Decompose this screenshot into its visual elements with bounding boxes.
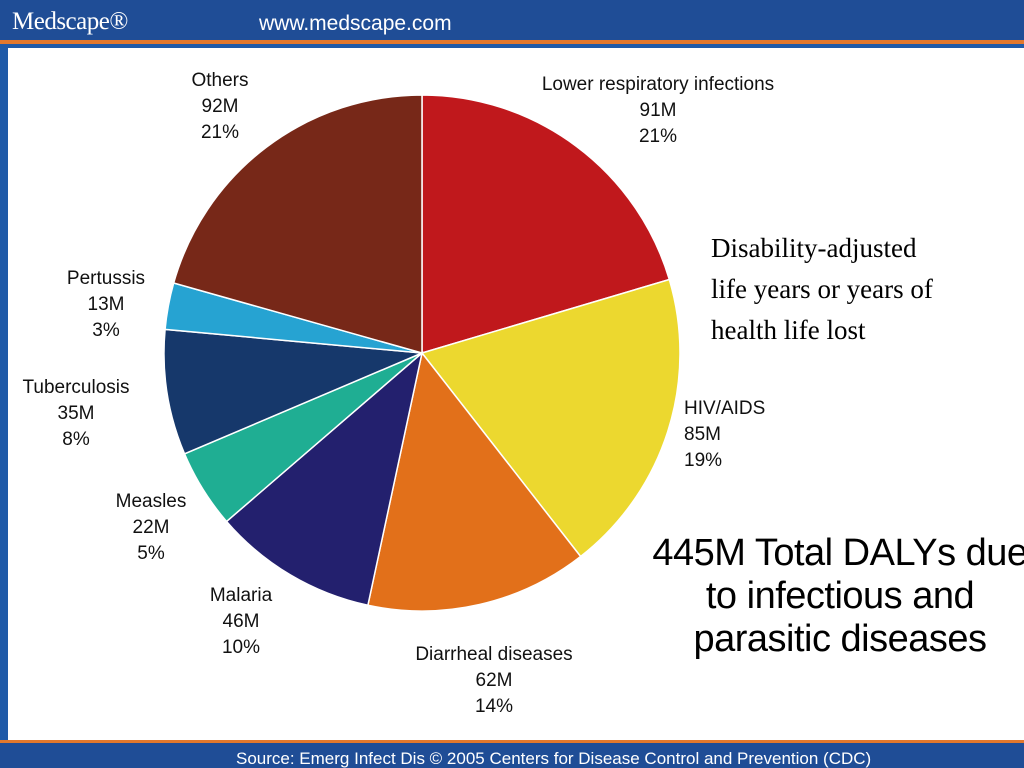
slice-label-tuberculosis: Tuberculosis 35M 8%	[22, 377, 129, 450]
slice-name: Diarrheal diseases	[415, 644, 572, 665]
note-line-1: Disability-adjusted	[711, 233, 917, 263]
pie-slice-diarrheal-diseases	[366, 351, 582, 612]
slice-name: Measles	[116, 491, 187, 512]
chart-title-line-3: parasitic diseases	[693, 618, 987, 660]
brand-logo: Medscape®	[12, 8, 128, 35]
note-line-3: health life lost	[711, 315, 866, 345]
slice-percent: 14%	[475, 696, 513, 717]
slice-percent: 19%	[684, 450, 722, 471]
slice-name: Tuberculosis	[22, 377, 129, 398]
slice-percent: 5%	[137, 543, 165, 564]
pie-slice-tuberculosis	[163, 328, 423, 455]
source-credit: Source: Emerg Infect Dis © 2005 Centers …	[236, 749, 872, 768]
slice-label-malaria: Malaria 46M 10%	[210, 585, 273, 658]
pie-slice-others	[172, 94, 423, 354]
slice-name: HIV/AIDS	[684, 398, 765, 419]
pie-slice-malaria	[225, 350, 424, 607]
content-area: Lower respiratory infections 91M 21% HIV/AI…	[8, 48, 1024, 740]
slice-label-hiv-aids: HIV/AIDS 85M 19%	[684, 398, 765, 471]
slice-percent: 3%	[92, 320, 120, 341]
slice-label-measles: Measles 22M 5%	[116, 491, 187, 564]
slice-value: 35M	[58, 403, 95, 424]
slice-value: 62M	[476, 670, 513, 691]
slice-percent: 8%	[62, 429, 90, 450]
pie-slice-hiv-aids	[420, 278, 681, 558]
footer-bar: Source: Emerg Infect Dis © 2005 Centers …	[0, 740, 1024, 768]
note-line-2: life years or years of	[711, 274, 933, 304]
slice-name: Others	[191, 70, 248, 91]
slice-value: 22M	[133, 517, 170, 538]
slice-name: Lower respiratory infections	[542, 74, 774, 95]
slice-label-pertussis: Pertussis 13M 3%	[67, 268, 145, 341]
chart-title-line-1: 445M Total DALYs due	[652, 532, 1024, 574]
chart-title: 445M Total DALYs due to infectious and p…	[640, 532, 1024, 661]
site-url: www.medscape.com	[259, 12, 452, 35]
slice-value: 91M	[640, 100, 677, 121]
slice-percent: 10%	[222, 637, 260, 658]
slice-name: Malaria	[210, 585, 273, 606]
slice-label-diarrheal-diseases: Diarrheal diseases 62M 14%	[415, 644, 572, 717]
slice-value: 85M	[684, 424, 721, 445]
header-bar: Medscape® www.medscape.com	[0, 0, 1024, 44]
chart-title-line-2: to infectious and	[705, 575, 975, 617]
slice-value: 13M	[88, 294, 125, 315]
slice-label-lower-respiratory-infections: Lower respiratory infections 91M 21%	[542, 74, 774, 147]
slice-value: 92M	[202, 96, 239, 117]
slice-value: 46M	[223, 611, 260, 632]
pie-slice-lower-respiratory-infections	[421, 94, 671, 355]
pie-slices	[163, 94, 681, 612]
slice-label-others: Others 92M 21%	[191, 70, 248, 143]
slice-percent: 21%	[201, 122, 239, 143]
slice-percent: 21%	[639, 126, 677, 147]
slice-name: Pertussis	[67, 268, 145, 289]
pie-chart: Lower respiratory infections 91M 21% HIV/AI…	[22, 70, 774, 717]
pie-labels: Lower respiratory infections 91M 21% HIV/AI…	[22, 70, 774, 717]
daly-definition-note: Disability-adjusted life years or years …	[711, 228, 933, 351]
